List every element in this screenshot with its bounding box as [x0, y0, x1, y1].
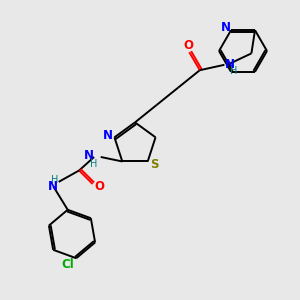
Text: N: N	[84, 149, 94, 162]
Text: N: N	[48, 180, 58, 193]
Text: H: H	[51, 176, 58, 185]
Text: O: O	[184, 39, 194, 52]
Text: H: H	[89, 159, 97, 169]
Text: N: N	[220, 21, 231, 34]
Text: N: N	[103, 129, 113, 142]
Text: O: O	[94, 181, 104, 194]
Text: S: S	[150, 158, 158, 171]
Text: H: H	[230, 66, 238, 76]
Text: Cl: Cl	[61, 258, 74, 271]
Text: N: N	[225, 58, 235, 71]
